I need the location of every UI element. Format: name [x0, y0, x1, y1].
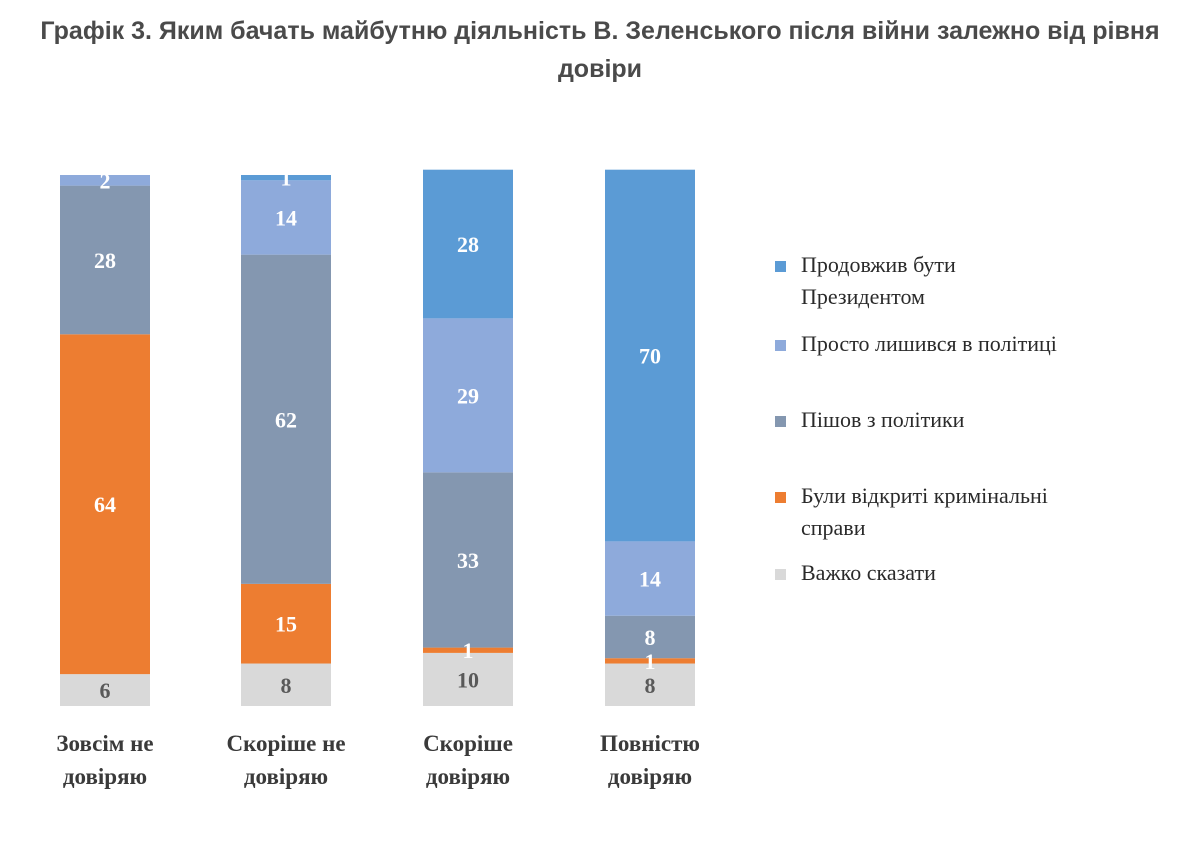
data-label: 28 [457, 232, 479, 257]
category-labels-layer: Зовсім не довіряю Скоріше не довіряю Скоріше… [56, 731, 700, 789]
legend-swatch [775, 569, 786, 580]
bar-segment [423, 652, 513, 706]
bar-segment [241, 180, 331, 255]
bar-segment [423, 318, 513, 473]
category-label: довіряю [608, 764, 692, 789]
data-label: 8 [281, 673, 292, 698]
data-label: 29 [457, 383, 479, 408]
data-label: 6 [100, 678, 111, 703]
bar-segment [60, 334, 150, 675]
bar-segment [423, 472, 513, 648]
data-label: 1 [645, 649, 656, 674]
bar-segment [241, 175, 331, 181]
bar-segment [241, 663, 331, 706]
category-label: Скоріше [423, 731, 513, 756]
data-label: 70 [639, 344, 661, 369]
data-label: 8 [645, 625, 656, 650]
data-label: 10 [457, 667, 479, 692]
category-label: довіряю [63, 764, 147, 789]
legend-label: Просто лишився в політиці [801, 331, 1057, 356]
legend-label: Важко сказати [801, 560, 936, 585]
legend-label: Президентом [801, 284, 925, 309]
legend-label: справи [801, 515, 866, 540]
bar-segment [423, 169, 513, 319]
legend-label: Продовжив бути [801, 252, 956, 277]
bar-segment [423, 647, 513, 653]
category-label: Зовсім не [56, 731, 153, 756]
legend-swatch [775, 416, 786, 427]
data-label: 2 [100, 168, 111, 193]
legend-label: Пішов з політики [801, 407, 965, 432]
bar-segment [241, 254, 331, 584]
bar-segment [605, 658, 695, 664]
data-label: 14 [639, 567, 661, 592]
data-label: 8 [645, 673, 656, 698]
legend-swatch [775, 261, 786, 272]
data-label: 15 [275, 612, 297, 637]
bars-layer [60, 169, 695, 706]
category-label: Повністю [600, 731, 700, 756]
bar-segment [60, 674, 150, 706]
category-label: довіряю [244, 764, 328, 789]
bar-segment [605, 663, 695, 706]
data-label: 14 [275, 205, 297, 230]
legend-swatch [775, 492, 786, 503]
data-label: 1 [463, 638, 474, 663]
legend-label: Були відкриті кримінальні [801, 483, 1048, 508]
bar-segment [241, 583, 331, 664]
category-label: довіряю [426, 764, 510, 789]
chart-title: Графік 3. Яким бачать майбутню діяльніст… [40, 17, 1160, 83]
category-label: Скоріше не [226, 731, 345, 756]
legend-swatch [775, 340, 786, 351]
data-label: 62 [275, 407, 297, 432]
data-label: 64 [94, 492, 116, 517]
data-label: 28 [94, 248, 116, 273]
data-label: 1 [281, 166, 292, 191]
bar-segment [605, 541, 695, 616]
bar-segment [60, 185, 150, 335]
legend: Продовжив бути Президентом Просто лишився … [775, 252, 1057, 585]
bar-segment [60, 175, 150, 186]
bar-segment [605, 615, 695, 659]
data-label: 33 [457, 548, 479, 573]
bar-segment [605, 169, 695, 542]
